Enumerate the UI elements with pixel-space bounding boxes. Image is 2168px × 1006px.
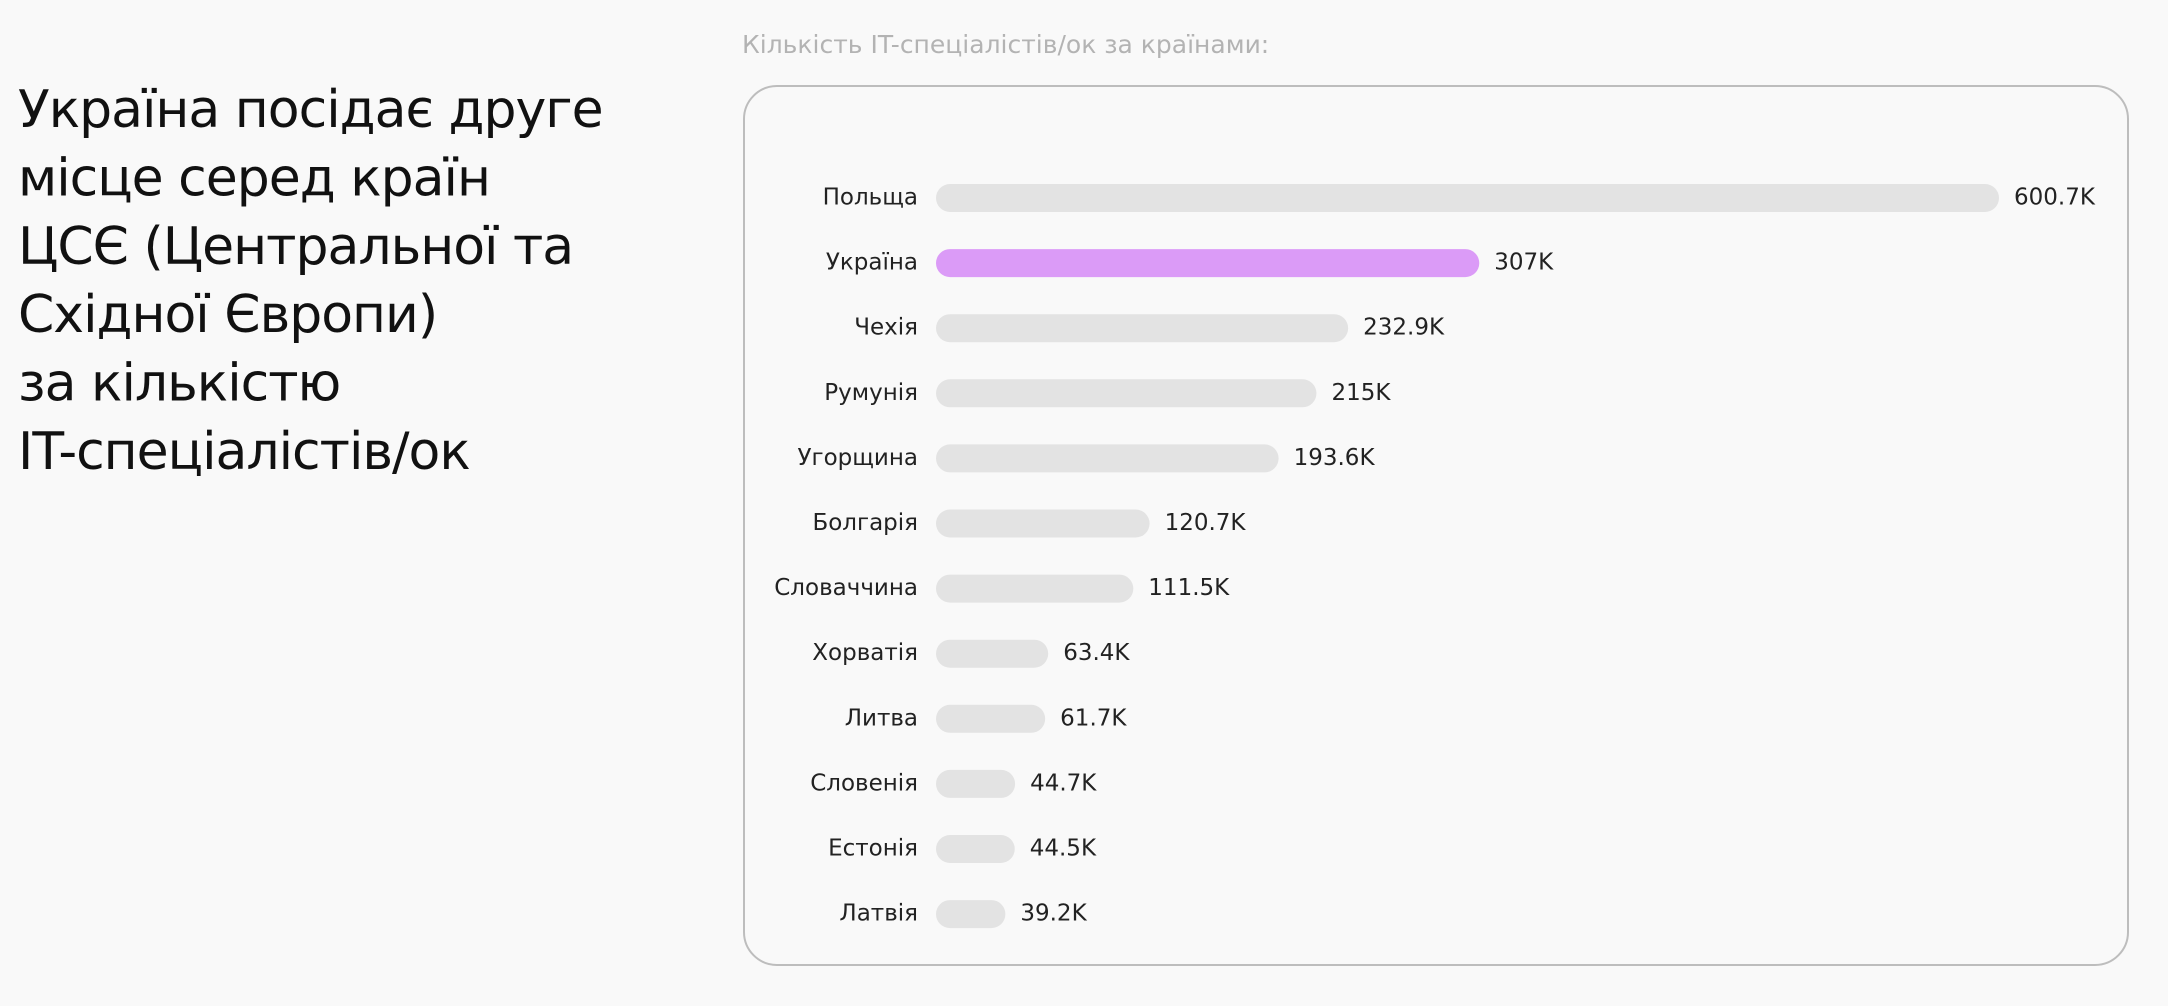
value-label: 111.5K [1148,575,1230,601]
value-label: 120.7K [1165,510,1247,536]
category-label: Угорщина [797,445,918,471]
heading-line: за кількістю [18,354,340,414]
value-label: 193.6K [1294,445,1376,471]
value-label: 600.7K [2014,185,2096,211]
category-label: Румунія [824,380,918,406]
bar [936,509,1150,538]
category-label: Україна [826,250,918,276]
category-label: Словенія [810,770,918,796]
bar [936,574,1134,603]
value-label: 63.4K [1063,640,1130,666]
value-label: 307K [1494,250,1554,276]
heading-line: Україна посідає друге [18,80,603,140]
heading-line: ЦСЄ (Центральної та [18,217,573,277]
heading-line: Східної Європи) [18,285,437,345]
bar [936,769,1016,798]
category-label: Словаччина [774,575,918,601]
bar [936,639,1049,668]
category-label: Латвія [839,901,918,927]
value-label: 61.7K [1060,705,1127,731]
bar [936,184,1999,212]
category-label: Естонія [828,836,918,862]
bar [936,249,1480,278]
chart-card [743,85,2129,966]
chart-title: Кількість IT-спеціалістів/ок за країнами… [742,30,1269,59]
heading-line: місце серед країн [18,148,490,208]
bar [936,704,1046,733]
value-label: 44.7K [1030,770,1097,796]
category-label: Болгарія [812,510,918,536]
bar [936,900,1006,929]
bar [936,379,1317,408]
bar [936,444,1279,473]
category-label: Хорватія [812,640,918,666]
value-label: 44.5K [1030,836,1097,862]
category-label: Чехія [854,315,918,341]
category-label: Литва [845,705,918,731]
value-label: 215K [1331,380,1391,406]
value-label: 232.9K [1363,315,1445,341]
bar [936,314,1349,343]
bar [936,835,1015,863]
category-label: Польща [823,185,918,211]
heading-line: IT-спеціалістів/ок [18,422,470,482]
value-label: 39.2K [1020,901,1087,927]
